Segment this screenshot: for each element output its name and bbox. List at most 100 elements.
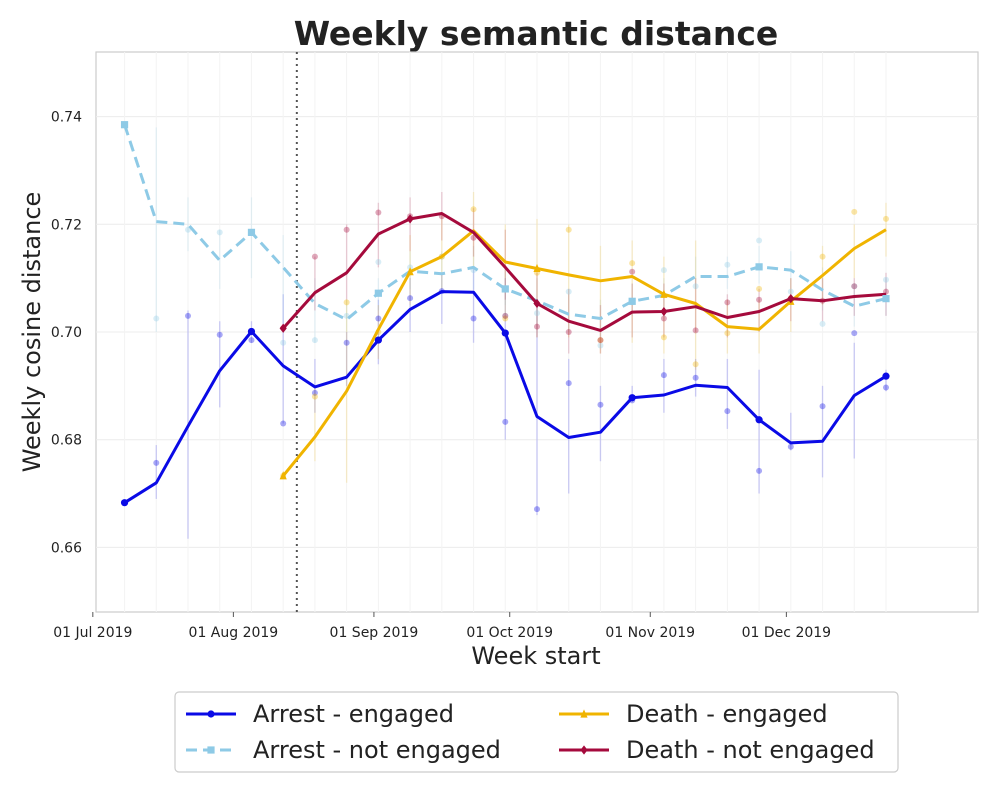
data-point: [343, 299, 350, 306]
data-point: [597, 337, 604, 344]
data-point: [787, 443, 794, 450]
axis-ticks: 0.66 0.68 0.70 0.72 0.74 01 Jul 2019 01 Aug 20…: [51, 110, 831, 641]
series-marker: [247, 327, 256, 336]
data-point: [470, 206, 477, 213]
data-point: [502, 315, 509, 322]
data-point: [343, 226, 350, 233]
chart-title: Weekly semantic distance: [294, 14, 779, 53]
y-tick-label: 0.72: [51, 217, 82, 233]
x-axis-label: Week start: [471, 642, 600, 670]
legend-label: Arrest - engaged: [253, 700, 454, 728]
y-tick-label: 0.70: [51, 325, 82, 341]
data-point: [375, 209, 382, 216]
data-point: [597, 401, 604, 408]
series-marker: [533, 263, 541, 273]
data-point: [185, 312, 192, 319]
data-point: [153, 459, 160, 466]
series-marker: [120, 121, 129, 129]
data-point: [565, 380, 572, 387]
data-point: [851, 208, 858, 215]
data-point: [724, 330, 731, 337]
series-marker: [580, 745, 588, 755]
data-point: [502, 312, 509, 319]
data-point: [407, 295, 414, 302]
data-point: [692, 283, 699, 290]
series-marker: [660, 306, 668, 317]
data-point: [565, 329, 572, 335]
series-marker: [755, 416, 763, 424]
data-point: [882, 384, 889, 391]
data-point: [375, 259, 382, 265]
series-marker: [628, 394, 636, 402]
data-point: [660, 315, 667, 322]
x-tick-label: 01 Sep 2019: [330, 625, 419, 641]
y-axis-label: Weekly cosine distance: [18, 192, 46, 473]
data-point: [280, 420, 287, 427]
data-point: [597, 337, 604, 344]
data-point: [629, 268, 636, 275]
data-point: [502, 418, 509, 425]
legend-box: [174, 691, 899, 773]
y-tick-label: 0.66: [51, 540, 82, 556]
data-point: [629, 260, 636, 267]
data-point: [534, 310, 540, 317]
data-point: [311, 337, 318, 344]
data-point: [534, 323, 540, 330]
legend-label: Death - not engaged: [626, 736, 875, 764]
x-tick-label: 01 Aug 2019: [189, 625, 279, 641]
series-marker: [279, 323, 287, 333]
series-marker: [207, 710, 215, 718]
series-line: [282, 212, 887, 332]
data-point: [502, 312, 509, 319]
series-marker: [279, 471, 287, 480]
series-marker: [374, 289, 382, 297]
data-point: [851, 283, 858, 290]
data-point: [756, 296, 763, 303]
data-point: [311, 253, 318, 260]
series-markers: [120, 121, 890, 507]
series-marker: [580, 709, 588, 718]
data-point: [565, 288, 572, 295]
data-point: [692, 374, 699, 381]
data-point: [724, 299, 731, 306]
data-point: [819, 253, 826, 260]
legend-label: Arrest - not engaged: [253, 736, 501, 764]
series-marker: [374, 336, 382, 344]
series-line: [282, 228, 887, 477]
data-point: [660, 334, 667, 341]
data-point: [724, 261, 731, 268]
series-marker: [882, 295, 890, 303]
data-point: [756, 467, 763, 474]
series-marker: [406, 214, 414, 224]
data-point: [375, 315, 382, 322]
series-marker: [501, 329, 509, 337]
legend: Arrest - engaged Arrest - not engaged Deat…: [174, 691, 899, 773]
data-point: [660, 267, 667, 274]
x-tick-label: 01 Oct 2019: [466, 625, 553, 641]
y-tick-label: 0.68: [51, 433, 82, 449]
data-point: [882, 276, 889, 283]
x-tick-label: 01 Dec 2019: [742, 625, 831, 641]
data-point: [248, 337, 255, 344]
data-point: [851, 283, 858, 290]
data-point: [692, 327, 699, 334]
data-point: [692, 361, 699, 368]
series-marker: [882, 372, 890, 380]
series-marker: [406, 267, 414, 276]
x-tick-label: 01 Nov 2019: [605, 625, 695, 641]
data-point: [756, 237, 763, 244]
data-point: [470, 315, 477, 322]
data-point: [216, 229, 223, 236]
data-point: [597, 342, 604, 349]
data-point: [153, 315, 160, 322]
y-tick-label: 0.74: [51, 110, 82, 126]
data-point: [787, 288, 794, 295]
data-point: [851, 330, 858, 337]
series-marker: [628, 297, 636, 305]
series-marker: [660, 289, 668, 298]
scatter-points: [121, 121, 889, 513]
series-marker: [501, 285, 509, 293]
data-point: [724, 408, 731, 415]
data-point: [819, 320, 826, 327]
